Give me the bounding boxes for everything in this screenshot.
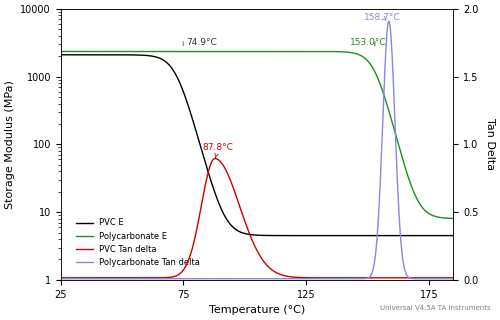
Polycarbonate E [208,50,214,53]
Polycarbonate Tan delta [208,277,214,281]
Line: Polycarbonate Tan delta: Polycarbonate Tan delta [61,21,454,279]
Polycarbonate Tan delta [400,262,406,266]
Polycarbonate Tan delta [58,277,64,281]
X-axis label: Temperature (°C): Temperature (°C) [209,305,305,315]
Polycarbonate E [58,50,64,53]
PVC E [400,234,406,237]
Polycarbonate Tan delta [450,277,456,281]
Line: Polycarbonate E: Polycarbonate E [61,52,454,219]
Text: 153.0°C: 153.0°C [350,38,387,47]
Legend: PVC E, Polycarbonate E, PVC Tan delta, Polycarbonate Tan delta: PVC E, Polycarbonate E, PVC Tan delta, P… [73,215,204,270]
Y-axis label: Storage Modulus (MPa): Storage Modulus (MPa) [5,80,15,209]
Text: 158.7°C: 158.7°C [364,13,401,22]
PVC Tan delta [443,276,449,280]
PVC E [102,53,108,57]
Text: 74.9°C: 74.9°C [186,38,216,47]
Polycarbonate Tan delta [126,277,132,281]
PVC E [208,180,214,184]
Text: Universal V4.5A TA Instruments: Universal V4.5A TA Instruments [380,305,490,311]
Polycarbonate Tan delta [226,277,232,281]
Polycarbonate E [102,50,108,53]
PVC Tan delta [208,161,214,164]
Polycarbonate E [400,160,406,164]
PVC Tan delta [58,276,64,280]
PVC Tan delta [102,276,108,280]
PVC Tan delta [400,276,406,280]
Polycarbonate E [126,50,132,53]
Polycarbonate E [450,217,456,220]
PVC Tan delta [212,157,218,161]
PVC E [226,220,232,224]
Polycarbonate Tan delta [443,277,449,281]
PVC E [450,234,456,237]
PVC E [126,53,132,57]
PVC Tan delta [226,174,232,178]
Line: PVC E: PVC E [61,55,454,236]
PVC Tan delta [126,276,132,280]
PVC E [58,53,64,57]
Polycarbonate Tan delta [102,277,108,281]
Y-axis label: Tan Delta: Tan Delta [485,118,495,171]
Text: 87.8°C: 87.8°C [202,143,234,157]
Polycarbonate E [226,50,232,53]
Line: PVC Tan delta: PVC Tan delta [61,159,454,278]
Polycarbonate E [442,216,448,220]
Polycarbonate Tan delta [386,20,392,23]
PVC E [442,234,448,237]
PVC Tan delta [450,276,456,280]
